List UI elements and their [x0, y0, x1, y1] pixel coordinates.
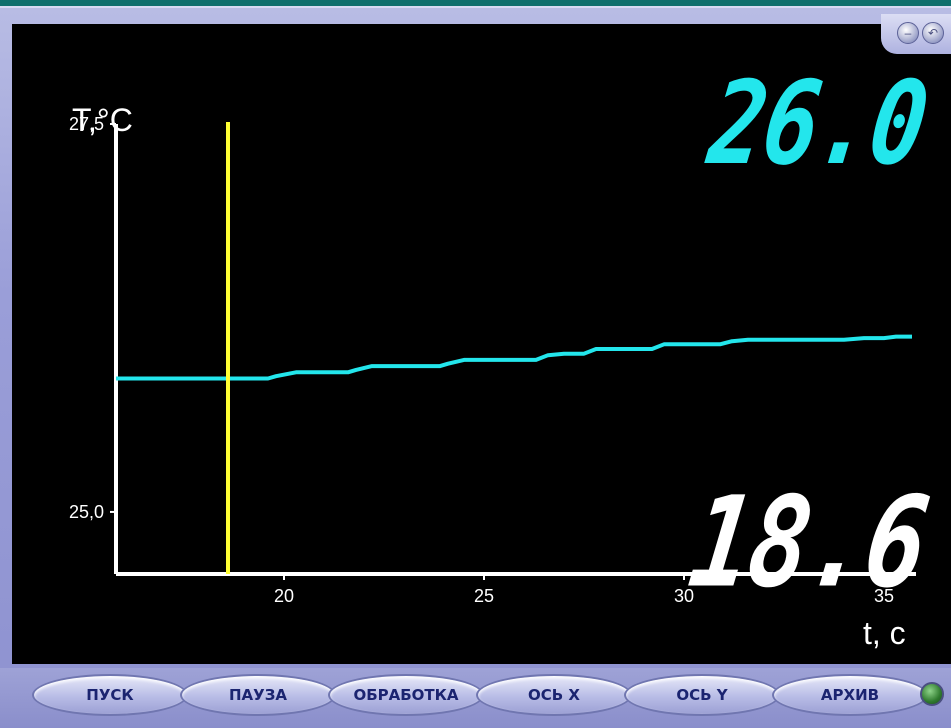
- toolbar: ПУСК ПАУЗА ОБРАБОТКА ОСЬ X ОСЬ Y АРХИВ: [0, 668, 951, 728]
- temperature-series-line: [116, 334, 912, 381]
- minimize-icon[interactable]: –: [897, 22, 919, 44]
- plot-area: 25,0 27,5 20 25 30 35 T,°C t, c 26.0 18.6: [12, 24, 951, 664]
- archive-button[interactable]: АРХИВ: [772, 674, 928, 716]
- y-tick-label: 25,0: [69, 502, 104, 522]
- x-tick-label: 25: [474, 586, 494, 606]
- temperature-chart: 25,0 27,5 20 25 30 35: [69, 114, 916, 606]
- axis-y-button[interactable]: ОСЬ Y: [624, 674, 780, 716]
- pause-button[interactable]: ПАУЗА: [180, 674, 336, 716]
- axis-x-button[interactable]: ОСЬ X: [476, 674, 632, 716]
- processing-button[interactable]: ОБРАБОТКА: [328, 674, 484, 716]
- x-axis-label: t, c: [863, 615, 906, 651]
- time-readout: 18.6: [681, 469, 936, 616]
- back-arrow-icon[interactable]: ↶: [922, 22, 944, 44]
- y-axis-label: T,°C: [72, 102, 133, 138]
- x-tick-label: 30: [674, 586, 694, 606]
- window-controls: – ↶: [881, 14, 951, 54]
- temperature-readout: 26.0: [702, 56, 935, 191]
- status-led-icon: [920, 682, 944, 706]
- start-button[interactable]: ПУСК: [32, 674, 188, 716]
- x-tick-label: 35: [874, 586, 894, 606]
- y-tick-label: 27,5: [69, 114, 104, 134]
- x-tick-label: 20: [274, 586, 294, 606]
- app-window: 25,0 27,5 20 25 30 35 T,°C t, c 26.0 18.6 – ↶…: [0, 6, 951, 728]
